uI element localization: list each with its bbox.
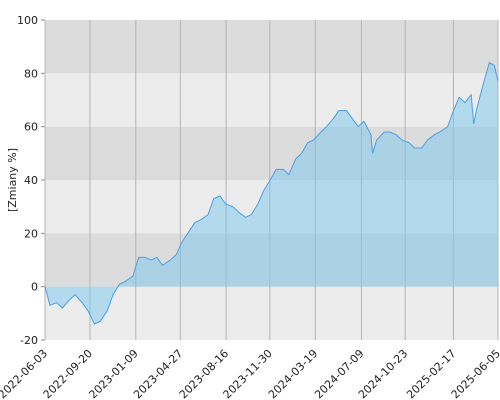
- band: [45, 73, 498, 127]
- y-tick-label: 20: [24, 227, 38, 240]
- line: [44, 61, 499, 325]
- y-tick-label: 60: [24, 121, 38, 134]
- y-tick-label: 80: [24, 67, 38, 80]
- y-tick-label: 100: [17, 14, 38, 27]
- area: [45, 62, 498, 325]
- y-tick-label: -20: [20, 334, 38, 347]
- y-axis-label: [Zmiany %]: [6, 148, 19, 212]
- y-tick-label: 40: [24, 174, 38, 187]
- band: [45, 20, 498, 74]
- y-tick-label: 0: [31, 281, 38, 294]
- band: [45, 286, 498, 340]
